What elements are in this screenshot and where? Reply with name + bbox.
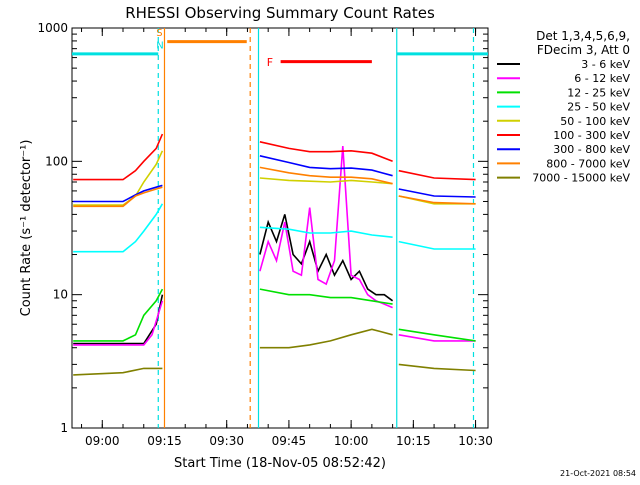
flag-label-s: S: [156, 28, 162, 39]
series-line-6: [398, 188, 476, 198]
legend-label-2: 12 - 25 keV: [567, 86, 630, 99]
legend-label-7: 800 - 7000 keV: [546, 157, 630, 170]
legend-label-6: 300 - 800 keV: [553, 143, 630, 156]
series-line-2: [398, 328, 476, 342]
legend-header-line-1: Det 1,3,4,5,6,9,: [536, 29, 630, 43]
legend-header-line-2: FDecim 3, Att 0: [537, 43, 630, 57]
legend-label-3: 25 - 50 keV: [567, 101, 630, 114]
plot-layer: 1 10 100 1000 09:00 09:15 09:30 09:45 10:00 10:15…: [37, 21, 630, 448]
series-line-4: [259, 177, 393, 185]
series-line-2: [259, 288, 393, 305]
x-tick-label: 09:45: [272, 434, 307, 448]
chart-title: RHESSI Observing Summary Count Rates: [125, 4, 435, 22]
x-tick-label: 09:30: [209, 434, 244, 448]
generation-timestamp: 21-Oct-2021 08:54: [560, 469, 636, 478]
flag-label-n: N: [156, 41, 163, 52]
flag-label-f: F: [267, 56, 273, 69]
x-tick-label: 10:15: [396, 434, 431, 448]
legend-label-1: 6 - 12 keV: [574, 72, 630, 85]
series-line-3: [73, 203, 164, 253]
series-line-2: [73, 288, 164, 342]
series-line-7: [73, 186, 163, 208]
legend-label-5: 100 - 300 keV: [553, 129, 630, 142]
series-line-0: [73, 294, 164, 345]
legend-label-0: 3 - 6 keV: [581, 58, 630, 71]
series-line-5: [398, 169, 476, 181]
series-line-0: [259, 214, 394, 302]
x-tick-label: 10:00: [334, 434, 369, 448]
x-axis-label: Start Time (18-Nov-05 08:52:42): [174, 456, 386, 471]
series-line-5: [259, 141, 393, 163]
y-tick-label: 1000: [37, 21, 68, 35]
series-line-7: [398, 195, 476, 205]
series-line-8: [73, 367, 163, 376]
y-tick-label: 100: [45, 154, 68, 168]
y-axis-label: Count Rate (s⁻¹ detector⁻¹): [19, 140, 34, 317]
y-tick-label: 1: [60, 421, 68, 435]
legend-label-4: 50 - 100 keV: [560, 115, 630, 128]
x-tick-label: 09:00: [85, 434, 120, 448]
series-line-1: [73, 300, 164, 346]
series-line-8: [398, 363, 476, 372]
series-line-1: [398, 334, 476, 342]
y-tick-label: 10: [53, 288, 68, 302]
series-line-6: [259, 155, 393, 177]
series-line-5: [73, 133, 164, 181]
series-line-6: [73, 184, 163, 203]
plot-frame: [71, 27, 489, 429]
series-line-1: [259, 146, 393, 309]
legend-label-8: 7000 - 15000 keV: [532, 172, 630, 185]
series-line-7: [259, 166, 393, 185]
x-tick-label: 10:30: [458, 434, 493, 448]
x-tick-label: 09:15: [147, 434, 182, 448]
series-line-3: [259, 226, 393, 238]
series-line-8: [259, 328, 393, 349]
series-line-4: [73, 150, 164, 206]
series-line-3: [398, 240, 476, 250]
